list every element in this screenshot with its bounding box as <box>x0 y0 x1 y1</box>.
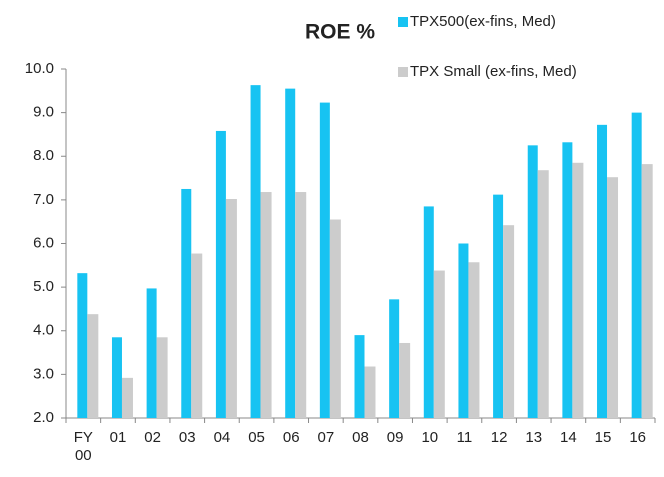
bar <box>260 192 272 418</box>
bar <box>181 188 192 418</box>
bar <box>458 243 469 418</box>
legend-swatch <box>398 67 408 77</box>
x-tick-label: 13 <box>525 429 542 446</box>
legend-label: TPX Small (ex-fins, Med) <box>410 63 577 80</box>
bar <box>641 164 653 418</box>
y-tick-label: 4.0 <box>33 322 54 339</box>
bar <box>562 142 573 419</box>
x-tick-label: 11 <box>457 429 473 446</box>
bar <box>111 337 122 418</box>
y-tick-label: 2.0 <box>33 409 54 426</box>
x-tick-label: 08 <box>352 429 369 446</box>
bar <box>572 162 584 418</box>
bar <box>527 145 538 418</box>
x-tick-label: FY 00 <box>74 429 93 464</box>
bar <box>631 112 642 418</box>
x-tick-label: 03 <box>179 429 196 446</box>
chart-title: ROE % <box>305 21 375 44</box>
y-tick-label: 6.0 <box>33 234 54 251</box>
bar <box>389 299 400 418</box>
bar <box>156 337 168 418</box>
bar <box>503 225 515 418</box>
bar <box>77 273 88 418</box>
x-tick-label: 15 <box>595 429 612 446</box>
bar <box>433 270 445 418</box>
x-tick-label: 09 <box>387 429 404 446</box>
bar <box>597 124 608 418</box>
bar <box>319 102 330 418</box>
x-tick-label: 07 <box>318 429 335 446</box>
bar <box>468 262 480 418</box>
bar <box>329 219 341 418</box>
x-tick-label: 02 <box>144 429 161 446</box>
bar <box>493 194 504 418</box>
x-tick-label: 14 <box>560 429 577 446</box>
bar <box>225 199 237 418</box>
bar <box>295 192 307 418</box>
x-tick-label: 16 <box>629 429 646 446</box>
bar <box>285 88 296 418</box>
y-tick-label: 5.0 <box>33 278 54 295</box>
bar <box>121 377 133 418</box>
y-tick-label: 9.0 <box>33 104 54 121</box>
y-tick-label: 8.0 <box>33 147 54 164</box>
y-tick-label: 10.0 <box>25 60 54 77</box>
legend-swatch <box>398 17 408 27</box>
bar <box>215 130 226 418</box>
bar <box>354 335 365 418</box>
bar <box>364 366 376 418</box>
bar <box>607 177 619 418</box>
bar <box>537 170 549 418</box>
x-tick-label: 12 <box>491 429 508 446</box>
x-tick-label: 04 <box>214 429 231 446</box>
y-tick-label: 7.0 <box>33 191 54 208</box>
bar <box>399 342 411 418</box>
x-tick-label: 01 <box>110 429 127 446</box>
x-tick-label: 05 <box>248 429 265 446</box>
bar <box>146 288 157 418</box>
bar <box>191 253 203 418</box>
bar <box>423 206 434 418</box>
x-tick-label: 10 <box>421 429 438 446</box>
bar <box>87 314 99 418</box>
y-tick-label: 3.0 <box>33 365 54 382</box>
bar <box>250 85 261 419</box>
legend-label: TPX500(ex-fins, Med) <box>410 13 556 30</box>
x-tick-label: 06 <box>283 429 300 446</box>
